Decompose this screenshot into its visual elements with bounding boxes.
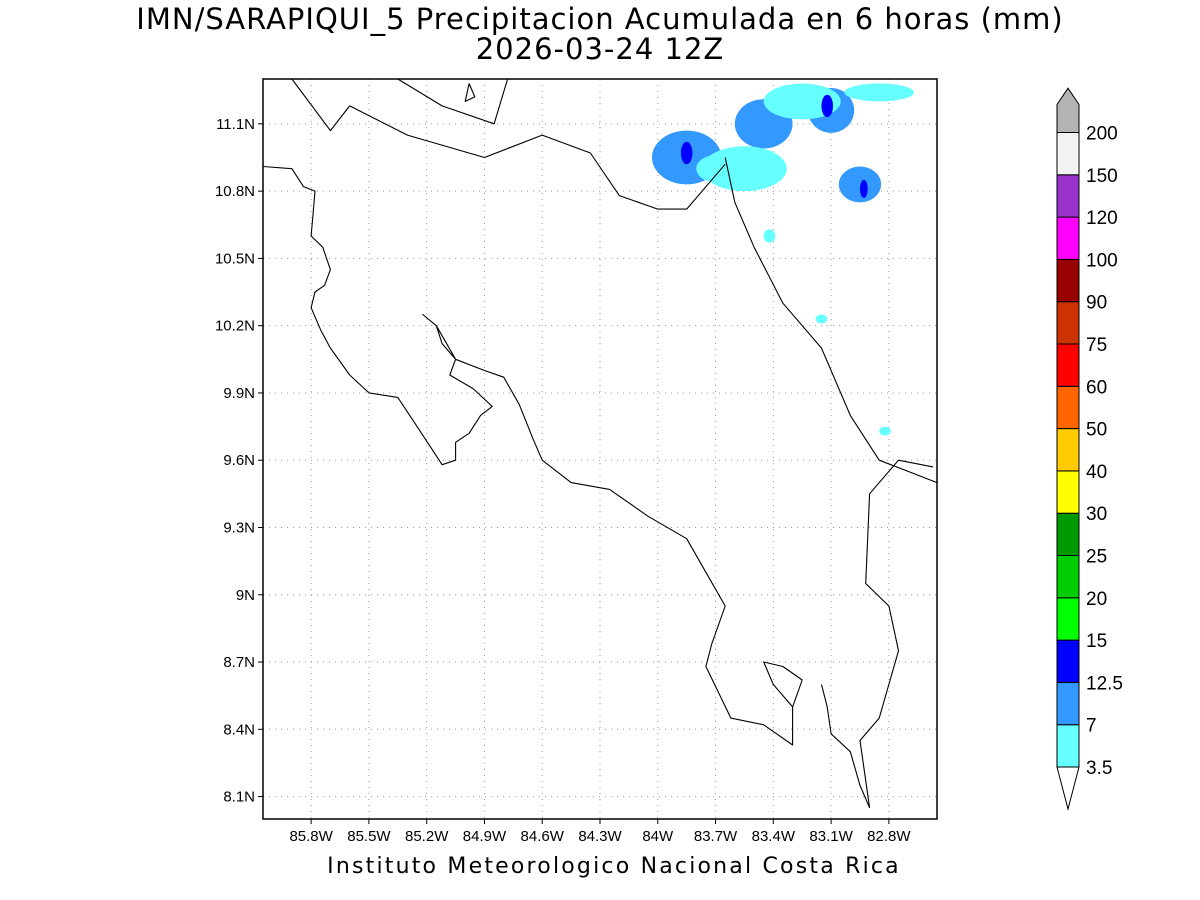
colorbar-label: 25 bbox=[1086, 547, 1107, 568]
precip-area bbox=[763, 229, 776, 243]
colorbar-label: 20 bbox=[1086, 589, 1107, 610]
colorbar-label: 15 bbox=[1086, 631, 1107, 652]
x-tick-label: 85.5W bbox=[347, 828, 391, 845]
precip-area bbox=[680, 141, 693, 165]
colorbar-top-arrow bbox=[1056, 87, 1080, 133]
map-frame bbox=[262, 78, 938, 820]
colorbar-box bbox=[1056, 428, 1080, 472]
precip-area bbox=[821, 94, 834, 118]
y-tick-label: 10.8N bbox=[215, 183, 255, 200]
colorbar-box bbox=[1056, 512, 1080, 557]
y-tick-label: 8.4N bbox=[223, 721, 255, 738]
colorbar-label: 150 bbox=[1086, 166, 1118, 187]
precip-area bbox=[844, 83, 914, 102]
colorbar-label: 50 bbox=[1086, 420, 1107, 441]
y-tick-label: 9N bbox=[236, 587, 255, 604]
x-tick-label: 84W bbox=[642, 828, 674, 845]
y-tick-label: 8.1N bbox=[223, 789, 255, 806]
colorbar-label: 7 bbox=[1086, 716, 1097, 737]
coastlines-and-borders bbox=[262, 78, 938, 809]
precip-area bbox=[763, 83, 841, 120]
colorbar-box bbox=[1056, 681, 1080, 726]
precip-area bbox=[879, 426, 891, 436]
longitude-axis: 85.8W 85.5W 85.2W 84.9W 84.6W 84.3W 84W 83.7W 83… bbox=[289, 819, 911, 845]
y-tick-label: 9.3N bbox=[223, 519, 255, 536]
map-title: IMN/SARAPIQUI_5 Precipitacion Acumulada … bbox=[136, 2, 1064, 36]
x-tick-label: 85.2W bbox=[405, 828, 449, 845]
colorbar-box bbox=[1056, 724, 1080, 768]
colorbar-box bbox=[1056, 385, 1080, 430]
lake-nicaragua-shore bbox=[397, 78, 509, 125]
footer-credit: Instituto Meteorologico Nacional Costa R… bbox=[327, 854, 901, 879]
x-tick-label: 83.1W bbox=[809, 828, 853, 845]
x-tick-label: 84.6W bbox=[521, 828, 565, 845]
map-subtitle-date: 2026-03-24 12Z bbox=[475, 32, 725, 66]
x-tick-label: 83.7W bbox=[694, 828, 738, 845]
pacific-coastline bbox=[262, 165, 803, 746]
precip-area bbox=[859, 179, 868, 198]
colorbar-box bbox=[1056, 343, 1080, 387]
panama-border bbox=[859, 459, 934, 808]
colorbar-label: 90 bbox=[1086, 293, 1107, 314]
precipitation-field bbox=[651, 83, 914, 436]
island-outline bbox=[464, 83, 476, 102]
colorbar-label: 60 bbox=[1086, 377, 1107, 398]
grid-lines bbox=[263, 79, 937, 819]
colorbar-box bbox=[1056, 258, 1080, 303]
precip-area bbox=[702, 146, 787, 192]
colorbar-box bbox=[1056, 174, 1080, 218]
nicaragua-border bbox=[291, 78, 726, 210]
colorbar-label: 12.5 bbox=[1086, 673, 1123, 694]
y-tick-label: 9.9N bbox=[223, 385, 255, 402]
y-tick-label: 9.6N bbox=[223, 452, 255, 469]
colorbar-bottom-arrow bbox=[1056, 766, 1080, 811]
y-tick-label: 10.2N bbox=[215, 318, 255, 335]
precip-area bbox=[815, 314, 828, 324]
colorbar-label: 100 bbox=[1086, 250, 1118, 271]
colorbar-label: 30 bbox=[1086, 504, 1107, 525]
y-tick-label: 11.1N bbox=[216, 116, 255, 133]
osa-coastline bbox=[820, 684, 871, 809]
color-legend: 3.5 7 12.5 15 20 25 30 40 50 60 75 90 100 120 150 200 bbox=[1056, 87, 1123, 811]
colorbar-box bbox=[1056, 470, 1080, 514]
colorbar-box bbox=[1056, 555, 1080, 599]
colorbar-box bbox=[1056, 639, 1080, 683]
x-tick-label: 84.9W bbox=[463, 828, 507, 845]
colorbar-label: 200 bbox=[1086, 124, 1118, 145]
colorbar-box bbox=[1056, 301, 1080, 345]
y-tick-label: 10.5N bbox=[215, 250, 255, 267]
x-tick-label: 83.4W bbox=[752, 828, 796, 845]
x-tick-label: 82.8W bbox=[867, 828, 911, 845]
colorbar-box bbox=[1056, 216, 1080, 260]
colorbar-label: 120 bbox=[1086, 208, 1118, 229]
colorbar-box bbox=[1056, 132, 1080, 176]
precip-area bbox=[838, 166, 882, 203]
colorbar-label: 75 bbox=[1086, 335, 1107, 356]
caribbean-coastline bbox=[724, 157, 938, 484]
y-tick-label: 8.7N bbox=[223, 654, 255, 671]
colorbar-label: 40 bbox=[1086, 462, 1107, 483]
x-tick-label: 84.3W bbox=[578, 828, 622, 845]
colorbar-box bbox=[1056, 597, 1080, 641]
colorbar-label: 3.5 bbox=[1086, 758, 1112, 779]
x-tick-label: 85.8W bbox=[289, 828, 333, 845]
latitude-axis: 8.1N 8.4N 8.7N 9N 9.3N 9.6N 9.9N 10.2N 10.5N 10.8… bbox=[215, 116, 263, 806]
